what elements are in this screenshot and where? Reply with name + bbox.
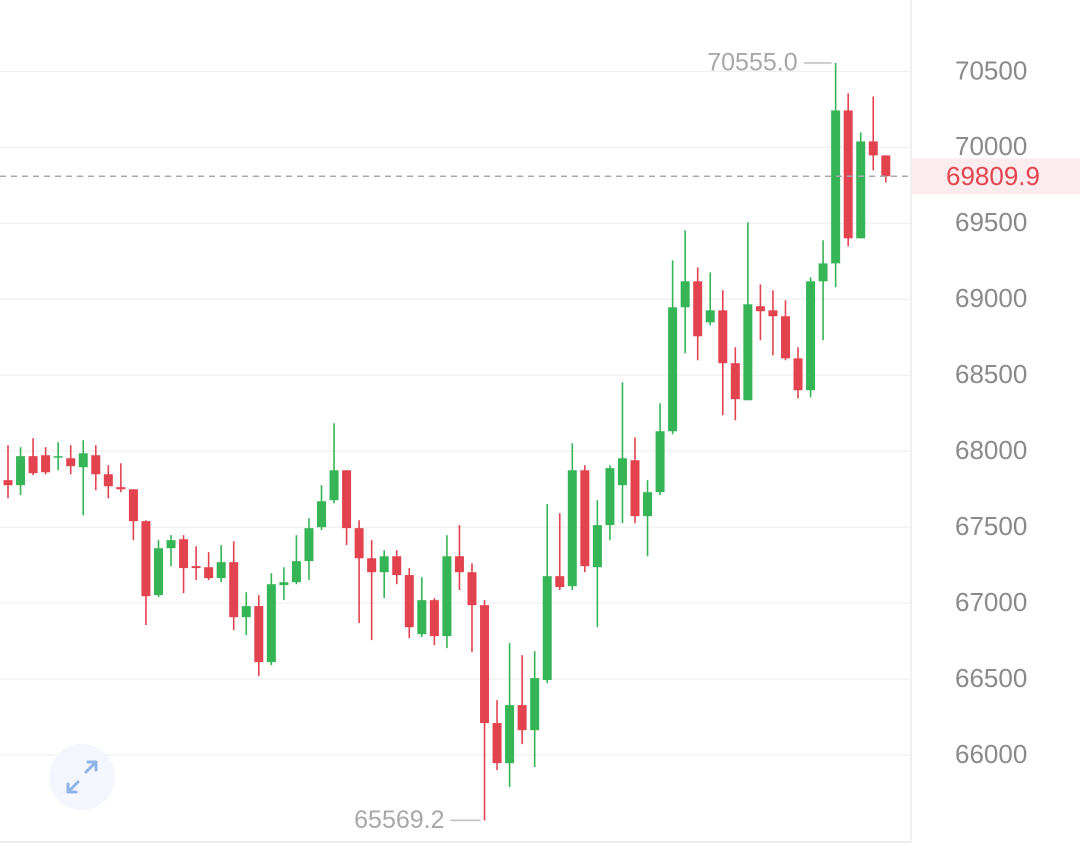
candle-body [153, 548, 163, 596]
candle-body [241, 606, 251, 618]
candle-body [53, 456, 63, 458]
candle-body [705, 310, 715, 323]
last-price-box [912, 158, 1080, 195]
candle-body [617, 458, 627, 486]
min-label: 65569.2 [354, 806, 444, 834]
last-price-label: 69809.9 [946, 161, 1040, 191]
candle-body [630, 460, 640, 517]
y-tick-label: 70000 [955, 131, 1027, 161]
candle-body [379, 556, 389, 573]
candle-body [16, 456, 26, 486]
candle-body [78, 453, 88, 468]
candle-body [392, 556, 402, 576]
candle-body [404, 575, 414, 628]
candle-body [592, 525, 602, 568]
candle-body [868, 141, 878, 156]
candle-body [755, 306, 765, 312]
candle-body [818, 263, 828, 282]
candle-body [768, 310, 778, 317]
candle-body [254, 606, 264, 663]
candle-body [580, 470, 590, 567]
candle-body [793, 358, 803, 391]
candle-body [743, 304, 753, 401]
candle-body [718, 310, 728, 364]
candle-body [693, 281, 703, 337]
candle-body [342, 470, 352, 529]
candle-body [454, 556, 464, 573]
candle-body [317, 501, 326, 528]
expand-icon[interactable] [66, 760, 98, 794]
candle-body [643, 492, 653, 517]
candle-body [179, 539, 189, 569]
candle-body [229, 562, 239, 618]
candle-body [103, 474, 113, 487]
candle-body [166, 540, 176, 549]
candle-body [367, 558, 377, 573]
candle-body [492, 723, 502, 764]
max-label: 70555.0 [707, 49, 797, 77]
y-tick-label: 67500 [955, 511, 1027, 541]
candle-body [304, 528, 314, 562]
candle-body [542, 576, 552, 681]
candle-body [881, 155, 891, 177]
candle-body [806, 281, 816, 391]
candle-body [680, 281, 690, 308]
candle-body [291, 561, 301, 583]
y-tick-label: 68000 [955, 435, 1027, 465]
y-tick-label: 70500 [955, 55, 1027, 85]
candle-body [856, 141, 866, 239]
candle-body [530, 678, 540, 731]
candle-body [467, 572, 477, 606]
candle-body [216, 562, 226, 579]
y-tick-label: 66500 [955, 663, 1027, 693]
candle-body [429, 600, 439, 637]
expand-button[interactable] [49, 744, 115, 810]
candle-body [329, 470, 339, 501]
candle-body [41, 455, 51, 473]
candle-body [780, 316, 790, 359]
candle-body [279, 582, 289, 586]
candle-body [567, 470, 577, 587]
candle-body [843, 110, 853, 239]
candle-body [91, 455, 101, 475]
candle-body [555, 576, 565, 588]
candle-body [417, 600, 427, 635]
candle-body [354, 528, 364, 559]
y-tick-label: 67000 [955, 587, 1027, 617]
candle-body [655, 431, 665, 493]
candle-body [28, 456, 38, 474]
candle-body [3, 480, 13, 486]
candle-body [730, 363, 740, 400]
candle-body [605, 468, 615, 526]
candle-body [204, 567, 214, 579]
candle-body [128, 489, 138, 522]
candle-body [505, 705, 515, 764]
candle-body [442, 556, 452, 637]
y-tick-label: 69500 [955, 207, 1027, 237]
candle-body [191, 566, 201, 569]
candle-body [141, 521, 151, 597]
candle-body [480, 605, 490, 724]
candle-body [831, 110, 841, 264]
candle-body [517, 705, 527, 731]
y-tick-label: 68500 [955, 359, 1027, 389]
candle-body [668, 307, 678, 432]
y-tick-label: 69000 [955, 283, 1027, 313]
y-tick-label: 66000 [955, 739, 1027, 769]
expand-bg[interactable] [49, 744, 115, 810]
candle-body [116, 487, 126, 490]
candle-body [266, 584, 276, 663]
candle-body [66, 458, 76, 467]
